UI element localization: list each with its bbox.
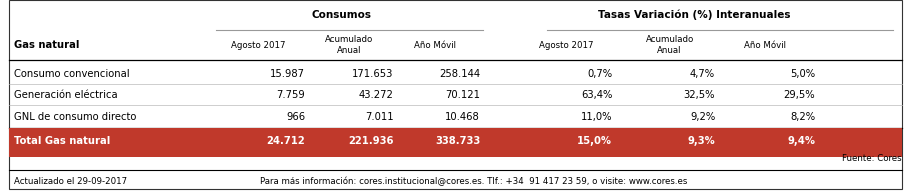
Text: 258.144: 258.144 [439, 69, 480, 79]
Bar [9, 128, 902, 157]
Text: Consumo convencional: Consumo convencional [14, 69, 129, 79]
Text: 63,4%: 63,4% [581, 90, 612, 100]
Text: 9,4%: 9,4% [787, 136, 815, 146]
Text: Agosto 2017: Agosto 2017 [539, 40, 594, 49]
Text: Gas natural: Gas natural [14, 40, 79, 50]
Text: Fuente: Cores: Fuente: Cores [843, 154, 902, 163]
Text: 24.712: 24.712 [266, 136, 305, 146]
Text: 9,3%: 9,3% [688, 136, 715, 146]
Text: Año Móvil: Año Móvil [415, 40, 456, 49]
Text: 15.987: 15.987 [271, 69, 305, 79]
Text: Para más información: cores.institucional@cores.es. Tlf.: +34  91 417 23 59, o v: Para más información: cores.instituciona… [260, 176, 688, 186]
Text: 966: 966 [286, 112, 305, 122]
Text: 221.936: 221.936 [348, 136, 394, 146]
Text: Tasas Variación (%) Interanuales: Tasas Variación (%) Interanuales [598, 10, 791, 20]
Text: 11,0%: 11,0% [580, 112, 612, 122]
Text: Actualizado el 29-09-2017: Actualizado el 29-09-2017 [14, 176, 127, 185]
Text: 4,7%: 4,7% [690, 69, 715, 79]
Text: Año Móvil: Año Móvil [744, 40, 786, 49]
Text: 5,0%: 5,0% [790, 69, 815, 79]
Text: Acumulado
Anual: Acumulado Anual [646, 35, 693, 55]
Text: 7.011: 7.011 [365, 112, 394, 122]
Text: 171.653: 171.653 [353, 69, 394, 79]
Text: 8,2%: 8,2% [790, 112, 815, 122]
Text: Total Gas natural: Total Gas natural [14, 136, 110, 146]
Text: 70.121: 70.121 [445, 90, 480, 100]
Text: 29,5%: 29,5% [783, 90, 815, 100]
Text: 338.733: 338.733 [435, 136, 480, 146]
Text: 32,5%: 32,5% [683, 90, 715, 100]
Text: Agosto 2017: Agosto 2017 [230, 40, 285, 49]
Text: 7.759: 7.759 [276, 90, 305, 100]
Text: 9,2%: 9,2% [690, 112, 715, 122]
Text: Generación eléctrica: Generación eléctrica [14, 90, 118, 100]
Text: 43.272: 43.272 [359, 90, 394, 100]
Text: 0,7%: 0,7% [587, 69, 612, 79]
Text: 10.468: 10.468 [445, 112, 480, 122]
Text: Consumos: Consumos [312, 10, 372, 20]
Text: Acumulado
Anual: Acumulado Anual [325, 35, 373, 55]
Text: 15,0%: 15,0% [578, 136, 612, 146]
Text: GNL de consumo directo: GNL de consumo directo [14, 112, 136, 122]
